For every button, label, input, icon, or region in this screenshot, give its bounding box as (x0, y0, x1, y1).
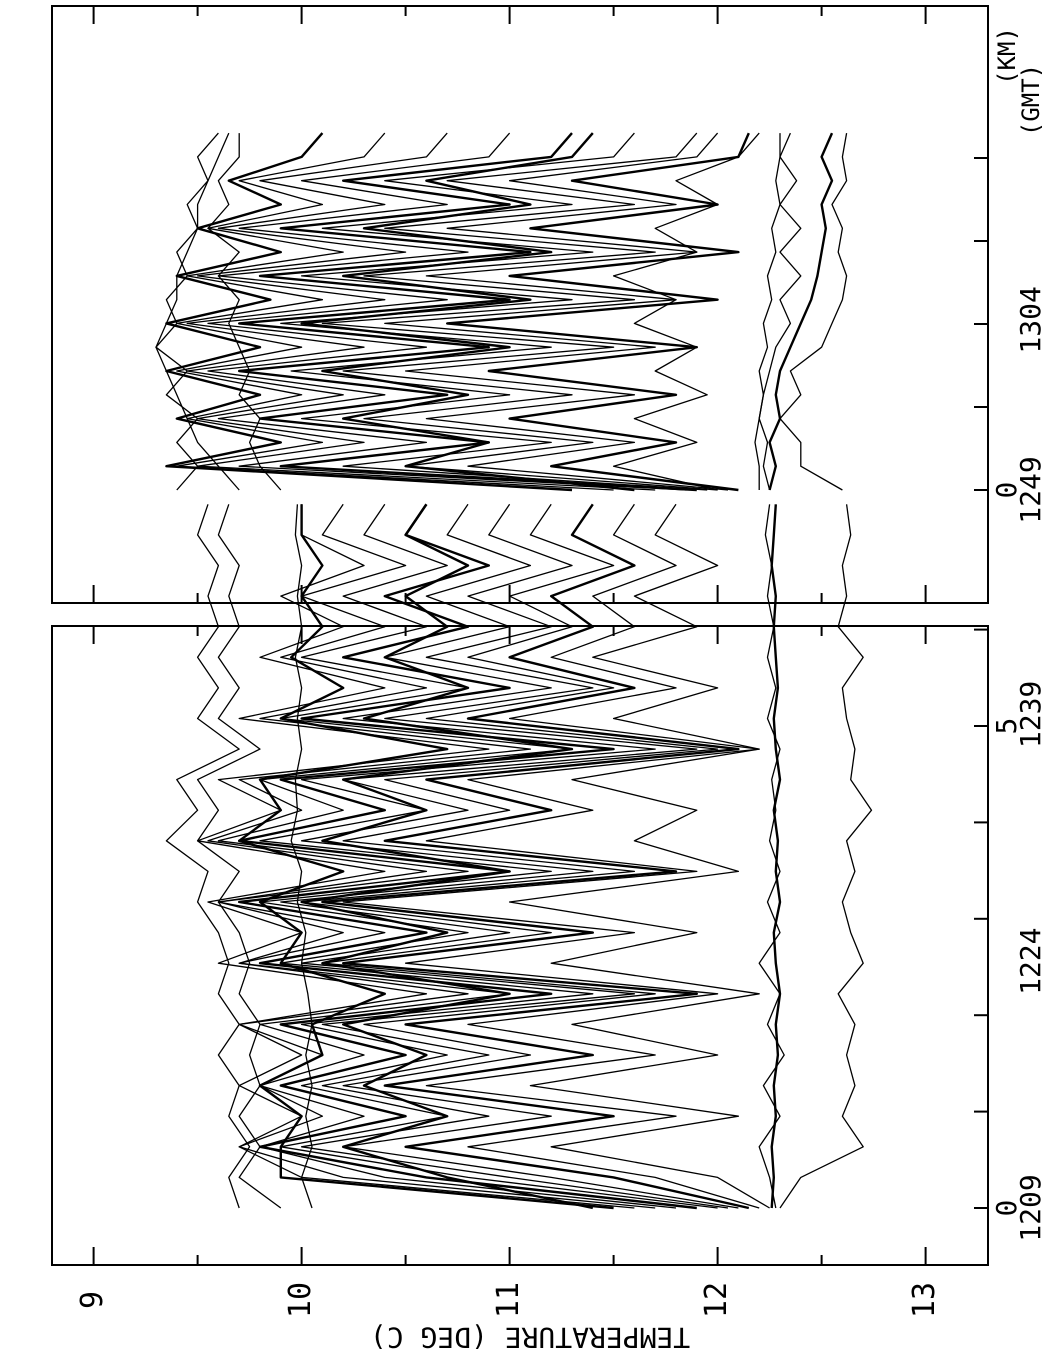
temperature-profile-line (612, 132, 760, 491)
temperature-tick-label: 13 (907, 1282, 942, 1318)
time-tick-label: 1224 (1014, 927, 1047, 994)
time-tick-label: 1239 (1014, 681, 1047, 748)
temperature-profile-line (754, 132, 802, 490)
temperature-profile-line (446, 132, 750, 492)
temperature-profile-line (321, 132, 718, 491)
temperature-profile-line (300, 503, 594, 1210)
time-tick-label: 1249 (1014, 456, 1047, 523)
time-unit-label: (GMT) (1017, 64, 1045, 136)
temperature-profile-line (186, 132, 656, 491)
distance-tick-label: 5 (990, 718, 1023, 735)
temperature-profile-line (768, 132, 834, 491)
temperature-profile-line (384, 132, 729, 491)
temperature-profile-line (508, 503, 770, 1209)
panel-frame (51, 625, 989, 1266)
temperature-tick-label: 12 (699, 1282, 734, 1318)
temperature-profile-line (770, 504, 782, 1209)
temperature-axis-label: TEMPERATURE (DEG C) (370, 1321, 690, 1354)
distance-tick-label: 0 (990, 1200, 1023, 1217)
temperature-profile-line (165, 132, 573, 492)
temperature-profile-line (280, 503, 729, 1209)
distance-unit-label: (KM) (993, 27, 1021, 85)
temperature-profile-line (779, 504, 873, 1209)
time-tick-label: 1304 (1014, 286, 1047, 353)
temperature-profile-line (342, 503, 760, 1209)
temperature-profile-line (300, 132, 635, 492)
temperature-axis: 9 10 11 12 13 (75, 1282, 942, 1318)
temperature-profile-line (259, 503, 718, 1209)
temperature-tick-label: 11 (491, 1282, 526, 1318)
temperature-profile-line (237, 504, 614, 1210)
lower-panel: 0 5 1209 1224 1239 (51, 503, 1047, 1266)
temperature-profile-line (758, 133, 781, 491)
temperature-profile-line (758, 504, 785, 1209)
temperature-tick-label: 9 (75, 1291, 110, 1309)
temperature-profile-line (165, 504, 251, 1209)
temperature-profile-line (196, 504, 282, 1209)
temperature-profile-line (237, 132, 697, 492)
temperature-profile-line (779, 132, 848, 491)
temperature-profile-line (290, 504, 313, 1209)
temperature-profile-line (207, 503, 656, 1209)
temperature-tick-label: 10 (283, 1282, 318, 1318)
time-tick-label: 1209 (1014, 1174, 1047, 1241)
panel-frame (51, 5, 989, 604)
temperature-profile-line (155, 132, 219, 491)
distance-tick-label: 0 (990, 482, 1023, 499)
temperature-profile-line (207, 132, 687, 491)
temperature-profile-line (321, 503, 750, 1210)
temperature-profile-line (237, 503, 697, 1210)
temperature-profile-line (207, 133, 282, 491)
temperature-profile-line (217, 503, 677, 1209)
